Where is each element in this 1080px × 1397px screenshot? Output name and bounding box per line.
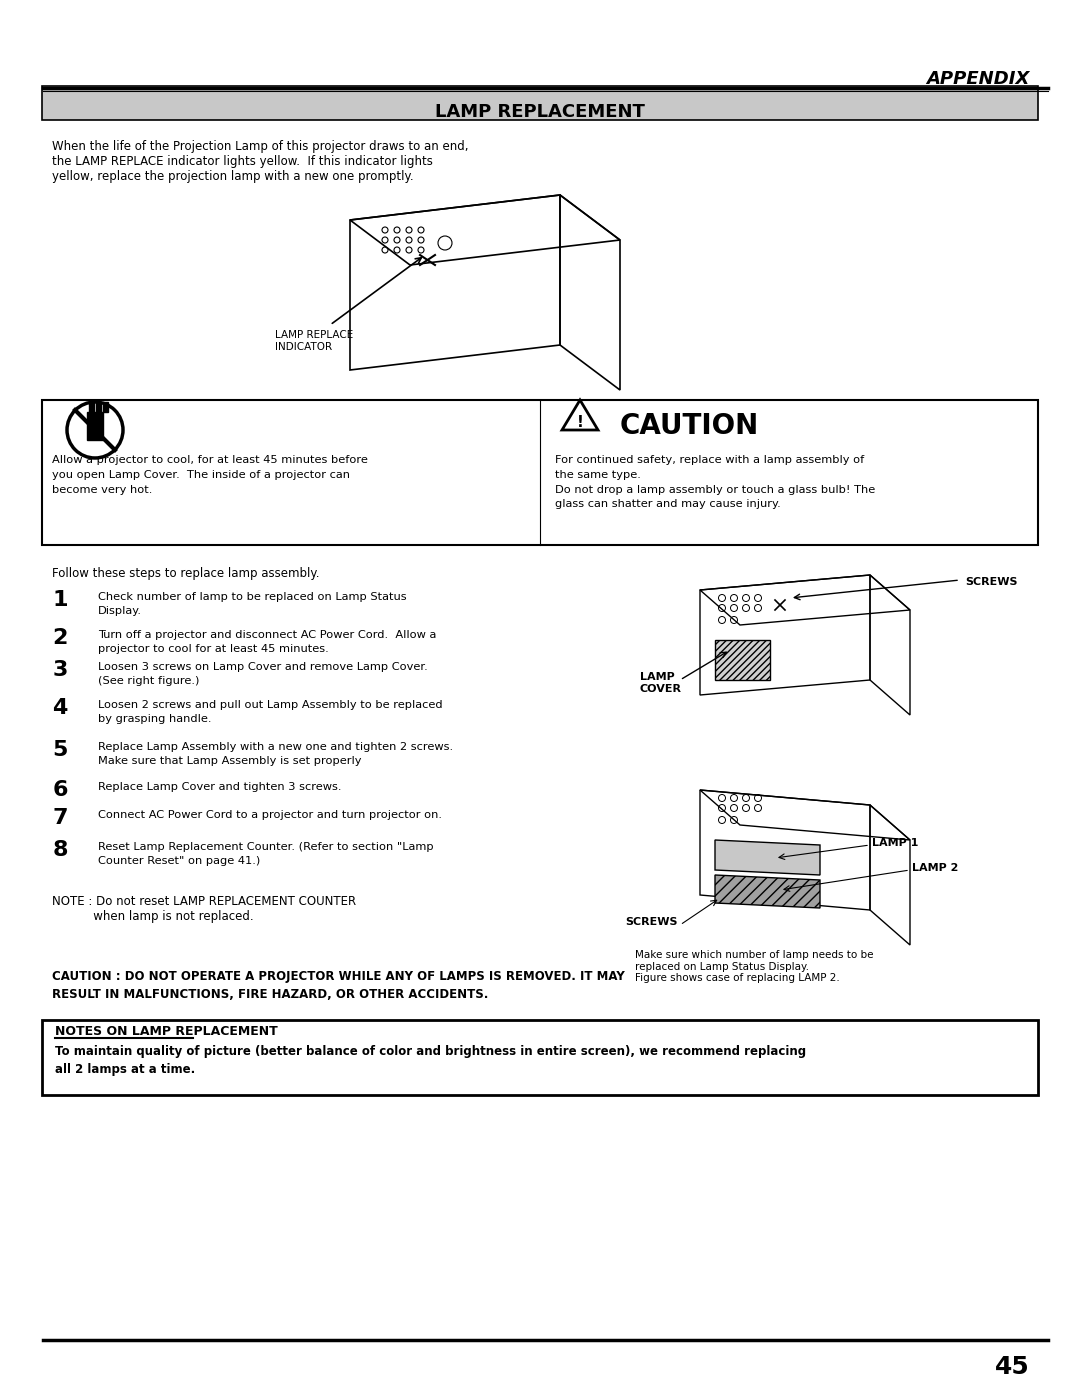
Text: 2: 2 (52, 629, 68, 648)
Text: Make sure which number of lamp needs to be
replaced on Lamp Status Display.
Figu: Make sure which number of lamp needs to … (635, 950, 874, 983)
FancyBboxPatch shape (42, 1020, 1038, 1095)
Text: Reset Lamp Replacement Counter. (Refer to section "Lamp
Counter Reset" on page 4: Reset Lamp Replacement Counter. (Refer t… (98, 842, 434, 866)
Text: Loosen 3 screws on Lamp Cover and remove Lamp Cover.
(See right figure.): Loosen 3 screws on Lamp Cover and remove… (98, 662, 428, 686)
Text: Allow a projector to cool, for at least 45 minutes before
you open Lamp Cover.  : Allow a projector to cool, for at least … (52, 455, 368, 495)
Text: LAMP 2: LAMP 2 (912, 863, 958, 873)
FancyBboxPatch shape (42, 87, 1038, 120)
Text: NOTE : Do not reset LAMP REPLACEMENT COUNTER
           when lamp is not replace: NOTE : Do not reset LAMP REPLACEMENT COU… (52, 895, 356, 923)
Text: 3: 3 (52, 659, 68, 680)
Text: LAMP REPLACE
INDICATOR: LAMP REPLACE INDICATOR (275, 330, 353, 352)
Polygon shape (89, 402, 94, 412)
Text: When the life of the Projection Lamp of this projector draws to an end,
the LAMP: When the life of the Projection Lamp of … (52, 140, 469, 183)
Text: APPENDIX: APPENDIX (927, 70, 1030, 88)
Polygon shape (96, 402, 102, 412)
Text: 45: 45 (996, 1355, 1030, 1379)
Text: 8: 8 (52, 840, 68, 861)
Text: Follow these steps to replace lamp assembly.: Follow these steps to replace lamp assem… (52, 567, 320, 580)
Text: 6: 6 (52, 780, 68, 800)
Text: 1: 1 (52, 590, 68, 610)
Polygon shape (715, 640, 770, 680)
Text: Replace Lamp Cover and tighten 3 screws.: Replace Lamp Cover and tighten 3 screws. (98, 782, 341, 792)
Polygon shape (87, 412, 103, 440)
Text: For continued safety, replace with a lamp assembly of
the same type.
Do not drop: For continued safety, replace with a lam… (555, 455, 875, 510)
Polygon shape (715, 840, 820, 875)
Text: CAUTION : DO NOT OPERATE A PROJECTOR WHILE ANY OF LAMPS IS REMOVED. IT MAY
RESUL: CAUTION : DO NOT OPERATE A PROJECTOR WHI… (52, 970, 624, 1002)
Text: LAMP
COVER: LAMP COVER (640, 672, 681, 693)
Text: SCREWS: SCREWS (625, 916, 677, 928)
Text: Check number of lamp to be replaced on Lamp Status
Display.: Check number of lamp to be replaced on L… (98, 592, 407, 616)
Text: LAMP REPLACEMENT: LAMP REPLACEMENT (435, 103, 645, 122)
FancyBboxPatch shape (42, 400, 1038, 545)
Polygon shape (103, 402, 108, 412)
Text: LAMP 1: LAMP 1 (872, 838, 918, 848)
Polygon shape (715, 875, 820, 908)
Text: Turn off a projector and disconnect AC Power Cord.  Allow a
projector to cool fo: Turn off a projector and disconnect AC P… (98, 630, 436, 654)
Text: 5: 5 (52, 740, 68, 760)
Text: SCREWS: SCREWS (966, 577, 1017, 587)
Text: NOTES ON LAMP REPLACEMENT: NOTES ON LAMP REPLACEMENT (55, 1025, 278, 1038)
Text: Connect AC Power Cord to a projector and turn projector on.: Connect AC Power Cord to a projector and… (98, 810, 442, 820)
Text: Replace Lamp Assembly with a new one and tighten 2 screws.
Make sure that Lamp A: Replace Lamp Assembly with a new one and… (98, 742, 454, 766)
Text: !: ! (577, 415, 583, 430)
Text: CAUTION: CAUTION (620, 412, 759, 440)
Text: 7: 7 (52, 807, 68, 828)
Text: Loosen 2 screws and pull out Lamp Assembly to be replaced
by grasping handle.: Loosen 2 screws and pull out Lamp Assemb… (98, 700, 443, 724)
Text: 4: 4 (52, 698, 68, 718)
Text: To maintain quality of picture (better balance of color and brightness in entire: To maintain quality of picture (better b… (55, 1045, 806, 1076)
